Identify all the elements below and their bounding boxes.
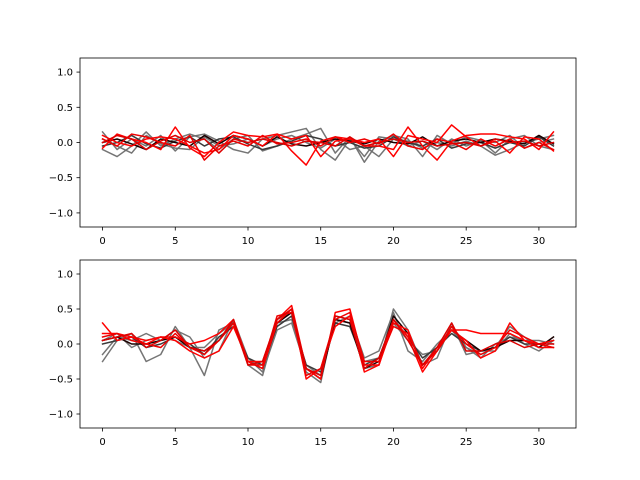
y-tick-label: 1.0 [57, 270, 73, 281]
bottom-subplot: 0 5 10 15 20 25 30 −1.0 −0.5 0.0 0.5 1.0 [49, 259, 577, 448]
y-tick-label: −1.0 [49, 410, 73, 421]
x-tick-label: 15 [314, 437, 327, 448]
top-subplot: 0 5 10 15 20 25 30 −1.0 −0.5 0.0 0.5 1.0 [49, 57, 577, 247]
series-line-8 [101, 308, 555, 377]
series-group [101, 304, 555, 384]
x-tick-label: 10 [242, 437, 255, 448]
x-tick-label: 30 [533, 236, 546, 247]
y-tick-label: 1.0 [57, 68, 73, 79]
x-tick-label: 25 [460, 437, 473, 448]
y-tick-label: 0.5 [57, 103, 73, 114]
x-tick-label: 20 [387, 236, 400, 247]
y-tick-label: 0.0 [57, 340, 73, 351]
series-line-7 [101, 133, 555, 161]
y-tick-label: 0.5 [57, 305, 73, 316]
series-line-5 [101, 126, 555, 166]
series-line-6 [101, 124, 555, 158]
x-tick-label: 20 [387, 437, 400, 448]
x-tick-label: 15 [314, 236, 327, 247]
x-tick-label: 10 [242, 236, 255, 247]
x-tick-label: 0 [99, 437, 105, 448]
x-tick-label: 0 [99, 236, 105, 247]
y-tick-label: −1.0 [49, 208, 73, 219]
x-tick-label: 30 [533, 437, 546, 448]
y-tick-label: −0.5 [49, 375, 73, 386]
x-tick-label: 25 [460, 236, 473, 247]
x-tick-label: 5 [172, 437, 178, 448]
y-tick-label: −0.5 [49, 173, 73, 184]
series-group [101, 124, 555, 166]
series-line-8 [101, 134, 555, 154]
x-tick-label: 5 [172, 236, 178, 247]
y-tick-label: 0.0 [57, 138, 73, 149]
